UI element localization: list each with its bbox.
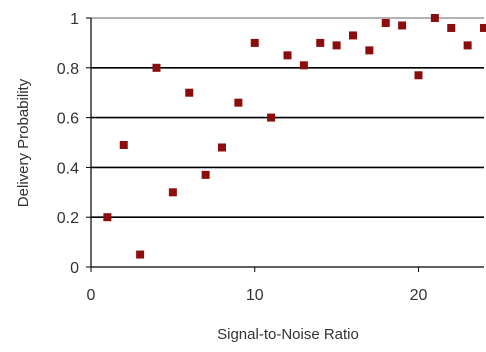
gridlines (91, 17, 484, 218)
data-point (349, 31, 357, 40)
data-point (185, 88, 194, 97)
tick-labels: 00.20.40.60.810 10 20 (57, 11, 428, 304)
data-point (430, 14, 439, 22)
x-tick-label: 20 (410, 287, 428, 304)
y-tick-label: 0 (70, 260, 79, 277)
data-point (152, 63, 161, 72)
data-point (168, 188, 177, 197)
data-point (332, 41, 341, 50)
axes (86, 17, 484, 272)
data-point (316, 38, 325, 47)
y-axis-title: Delivery Probability (15, 78, 32, 207)
x-axis-title: Signal-to-Noise Ratio (217, 326, 359, 343)
data-point (267, 113, 276, 122)
data-point (234, 98, 243, 107)
data-point (299, 61, 308, 70)
data-point (136, 250, 145, 259)
data-point (381, 18, 390, 27)
data-point (283, 51, 292, 60)
data-point (480, 23, 486, 32)
data-point (447, 23, 456, 32)
y-tick-label: 1 (70, 11, 79, 28)
x-tick-label: 0 (87, 287, 96, 304)
data-point (119, 140, 128, 149)
y-tick-label: 0.4 (57, 160, 79, 177)
data-point (218, 143, 226, 152)
data-point (463, 41, 472, 50)
data-point (398, 21, 407, 30)
y-tick-label: 0.8 (57, 61, 79, 78)
data-point (201, 170, 210, 179)
x-tick-label: 10 (246, 287, 264, 304)
data-point (103, 213, 112, 222)
data-points (103, 14, 486, 259)
y-tick-label: 0.6 (57, 111, 79, 128)
data-point (250, 38, 259, 47)
y-tick-label: 0.2 (57, 210, 79, 227)
data-point (365, 46, 374, 55)
data-point (414, 71, 423, 80)
